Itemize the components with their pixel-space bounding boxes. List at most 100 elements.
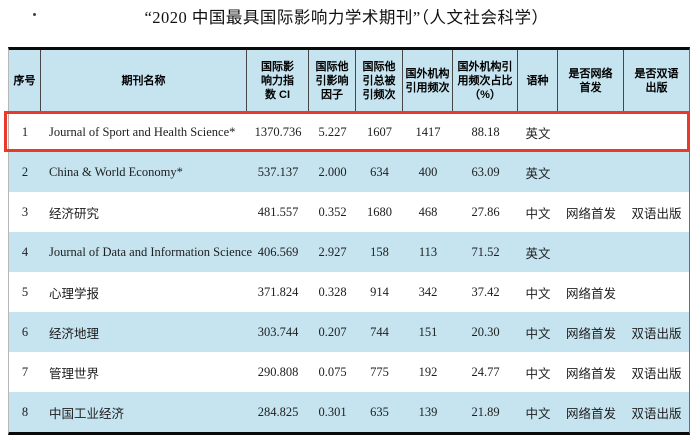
cell-cites: 775 — [370, 364, 389, 379]
cell-lang: 中文 — [525, 286, 551, 301]
cell-org_cites: 1417 — [415, 124, 441, 139]
cell-lang: 中文 — [525, 406, 551, 421]
cell-lang: 中文 — [525, 206, 551, 221]
cell-name: 管理世界 — [49, 366, 100, 381]
cell-bilingual: 双语出版 — [631, 406, 682, 421]
cell-bilingual — [624, 232, 689, 272]
cell-org_cites: 468 — [418, 204, 438, 219]
cell-impact: 0.352 — [318, 204, 347, 219]
cell-no: 3 — [21, 204, 29, 219]
table-row: 2 China & World Economy* 537.137 2.000 634 40… — [9, 152, 689, 192]
cell-lang: 中文 — [525, 326, 551, 341]
column-header-lang: 语种 — [518, 50, 558, 111]
cell-name: 经济研究 — [49, 206, 100, 221]
cell-name: Journal of Sport and Health Science* — [49, 124, 236, 139]
cell-impact: 5.227 — [318, 124, 347, 139]
cell-org_cites: 192 — [418, 364, 438, 379]
column-header-online_first: 是否网络 首发 — [558, 50, 624, 111]
cell-bilingual — [624, 152, 689, 192]
cell-ci: 303.744 — [257, 324, 299, 339]
cell-online_first: 网络首发 — [565, 206, 616, 221]
cell-lang: 英文 — [525, 166, 551, 181]
cell-impact: 2.927 — [318, 244, 347, 259]
table-body: 1 Journal of Sport and Health Science* 137… — [9, 112, 689, 432]
cell-bilingual: 双语出版 — [631, 206, 682, 221]
cell-org_pct: 63.09 — [471, 164, 500, 179]
cell-online_first: 网络首发 — [565, 406, 616, 421]
cell-bilingual — [624, 112, 689, 152]
cell-online_first — [558, 152, 624, 192]
journal-ranking-table: 序号 期刊名称 国际影 响力指 数 CI 国际他 引影响 因子 国际他 引总被 引频次国… — [4, 47, 690, 435]
cell-org_pct: 20.30 — [471, 324, 500, 339]
cell-ci: 371.824 — [257, 284, 299, 299]
table-row: 1 Journal of Sport and Health Science* 137… — [9, 112, 689, 152]
cell-online_first: 网络首发 — [565, 366, 616, 381]
cell-cites: 1607 — [367, 124, 392, 139]
cell-org_pct: 37.42 — [471, 284, 500, 299]
cell-cites: 635 — [370, 404, 389, 419]
cell-org_pct: 88.18 — [471, 124, 500, 139]
cell-impact: 0.075 — [318, 364, 347, 379]
cell-impact: 2.000 — [318, 164, 347, 179]
cell-ci: 290.808 — [257, 364, 299, 379]
cell-no: 2 — [21, 164, 29, 179]
cell-online_first: 网络首发 — [565, 286, 616, 301]
cell-org_cites: 400 — [418, 164, 438, 179]
table-row: 8 中国工业经济 284.825 0.301 635 139 21.89 中文 网络首发 双语出版 — [9, 392, 689, 432]
column-header-bilingual: 是否双语 出版 — [634, 67, 679, 94]
table-row: 6 经济地理 303.744 0.207 744 151 20.30 中文 网络首发 双语出版 — [9, 312, 689, 352]
cell-bilingual: 双语出版 — [631, 366, 682, 381]
table-header-row: 序号 期刊名称 国际影 响力指 数 CI 国际他 引影响 因子 国际他 引总被 引频次国… — [9, 50, 689, 112]
cell-cites: 158 — [370, 244, 389, 259]
cell-org_cites: 342 — [418, 284, 438, 299]
cell-cites: 914 — [370, 284, 389, 299]
cell-name: Journal of Data and Information Science — [49, 244, 253, 259]
table-row: 5 心理学报 371.824 0.328 914 342 37.42 中文 网络首发 — [9, 272, 689, 312]
cell-cites: 1680 — [367, 204, 392, 219]
cell-org_pct: 71.52 — [471, 244, 500, 259]
column-header-no: 序号 — [9, 50, 41, 111]
cell-name: 心理学报 — [49, 286, 100, 301]
cell-name: 中国工业经济 — [49, 406, 125, 421]
cell-online_first: 网络首发 — [565, 326, 616, 341]
cell-lang: 英文 — [525, 246, 551, 261]
cell-online_first — [558, 232, 624, 272]
cell-impact: 0.328 — [318, 284, 347, 299]
cell-bilingual: 双语出版 — [631, 326, 682, 341]
cell-org_pct: 27.86 — [471, 204, 500, 219]
cell-org_cites: 139 — [418, 404, 438, 419]
cell-lang: 英文 — [525, 126, 551, 141]
cell-cites: 634 — [370, 164, 389, 179]
cell-lang: 中文 — [525, 366, 551, 381]
cell-org_cites: 151 — [418, 324, 438, 339]
cell-name: China & World Economy* — [49, 164, 183, 179]
cell-ci: 537.137 — [257, 164, 299, 179]
column-header-name: 期刊名称 — [41, 50, 247, 111]
cell-no: 1 — [21, 124, 29, 139]
column-header-impact: 国际他 引影响 因子 — [309, 50, 356, 111]
stray-dot-artifact — [33, 13, 36, 16]
cell-bilingual — [624, 272, 689, 312]
table-row: 4 Journal of Data and Information Science… — [9, 232, 689, 272]
column-header-ci: 国际影 响力指 数 CI — [247, 50, 309, 111]
cell-org_pct: 24.77 — [471, 364, 500, 379]
cell-name: 经济地理 — [49, 326, 100, 341]
page-title: “2020 中国最具国际影响力学术期刊”（人文社会科学） — [144, 8, 549, 27]
column-header-org_cites: 国外机构 引用频次 — [403, 50, 453, 111]
cell-impact: 0.301 — [318, 404, 347, 419]
cell-ci: 284.825 — [257, 404, 299, 419]
table-row: 7 管理世界 290.808 0.075 775 192 24.77 中文 网络首发 双语出版 — [9, 352, 689, 392]
cell-no: 7 — [21, 364, 29, 379]
cell-no: 8 — [21, 404, 29, 419]
table-row: 3 经济研究 481.557 0.352 1680 468 27.86 中文 网络首发 双语出版 — [9, 192, 689, 232]
cell-impact: 0.207 — [318, 324, 347, 339]
cell-org_pct: 21.89 — [471, 404, 500, 419]
cell-org_cites: 113 — [418, 244, 438, 259]
cell-ci: 406.569 — [257, 244, 299, 259]
column-header-cites: 国际他 引总被 引频次 — [356, 50, 403, 111]
cell-online_first — [558, 112, 624, 152]
cell-ci: 1370.736 — [254, 124, 302, 139]
column-header-org_pct: 国外机构引 用频次占比 （%） — [453, 50, 518, 111]
cell-ci: 481.557 — [257, 204, 299, 219]
